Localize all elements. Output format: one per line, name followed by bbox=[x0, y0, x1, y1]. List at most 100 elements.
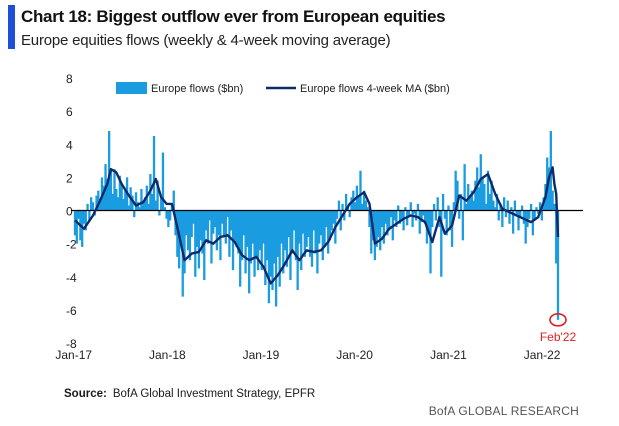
x-tick-label: Jan-21 bbox=[430, 348, 467, 362]
flow-bar bbox=[215, 210, 218, 251]
source-label: Source: bbox=[64, 388, 107, 400]
flow-bar bbox=[452, 202, 456, 211]
flow-bar bbox=[361, 203, 364, 211]
flow-bar bbox=[133, 210, 136, 218]
flow-bar bbox=[508, 210, 511, 224]
flow-bar bbox=[495, 193, 499, 211]
flow-bar bbox=[461, 210, 464, 241]
flow-bar bbox=[502, 197, 506, 211]
flow-bar bbox=[204, 210, 208, 231]
flow-bar bbox=[348, 210, 351, 218]
flow-bar bbox=[197, 210, 201, 269]
flow-bar bbox=[142, 200, 145, 211]
flow-bar bbox=[278, 210, 281, 287]
flow-bar bbox=[251, 210, 254, 244]
flow-bar bbox=[445, 210, 448, 236]
flow-bar bbox=[483, 184, 486, 211]
flow-bar bbox=[90, 197, 93, 211]
flow-bar bbox=[138, 207, 141, 211]
chart-title: Chart 18: Biggest outflow ever from Euro… bbox=[21, 7, 446, 26]
flow-bar bbox=[276, 210, 280, 257]
y-tick-label: 4 bbox=[66, 138, 73, 152]
flow-bar bbox=[154, 200, 157, 211]
flow-bar bbox=[538, 202, 542, 211]
flow-bar bbox=[519, 210, 522, 218]
y-tick-label: -8 bbox=[66, 337, 77, 351]
flow-bar bbox=[359, 170, 362, 211]
flow-bar bbox=[312, 210, 315, 231]
flow-bar bbox=[165, 210, 168, 219]
flow-bar bbox=[441, 193, 445, 211]
flow-bar bbox=[122, 198, 125, 211]
flow-bar bbox=[192, 210, 195, 224]
flow-bar bbox=[413, 210, 416, 214]
flow-bar bbox=[273, 210, 276, 264]
flow-bar bbox=[201, 210, 204, 254]
flow-bar bbox=[380, 210, 384, 228]
x-tick-label: Jan-17 bbox=[55, 348, 92, 362]
flow-bar bbox=[388, 210, 391, 231]
flow-bar bbox=[237, 210, 240, 254]
flow-bar bbox=[255, 210, 258, 257]
flow-bar bbox=[136, 202, 139, 211]
flow-bar bbox=[246, 210, 249, 247]
flow-bar bbox=[423, 210, 427, 224]
flow-bar bbox=[258, 210, 262, 251]
flow-bar bbox=[226, 210, 229, 218]
flow-bar bbox=[179, 210, 183, 244]
flow-bar bbox=[429, 210, 432, 274]
flow-bar bbox=[195, 210, 199, 247]
flow-bar bbox=[409, 202, 412, 211]
flow-bar bbox=[465, 203, 468, 211]
flow-bar bbox=[337, 200, 341, 211]
flow-bar bbox=[432, 203, 436, 211]
flow-bar bbox=[186, 210, 190, 251]
flow-bar bbox=[160, 195, 163, 211]
flow-bar bbox=[147, 203, 150, 211]
flow-bar bbox=[292, 210, 296, 231]
flow-bar bbox=[375, 210, 378, 247]
flow-bar bbox=[468, 197, 472, 211]
flow-bar bbox=[283, 210, 287, 251]
y-tick-label: 0 bbox=[66, 205, 73, 219]
flow-bar bbox=[335, 210, 339, 219]
flow-bar bbox=[213, 210, 217, 228]
flow-bar bbox=[501, 210, 504, 228]
flow-bar bbox=[393, 210, 396, 221]
flow-bar bbox=[332, 210, 335, 224]
flow-bar bbox=[497, 210, 500, 221]
flow-bar bbox=[140, 188, 143, 211]
x-tick-label: Jan-19 bbox=[243, 348, 280, 362]
flow-bar bbox=[219, 210, 222, 261]
flow-bar bbox=[529, 203, 533, 211]
flow-bar bbox=[107, 131, 111, 211]
y-tick-label: -4 bbox=[66, 271, 77, 285]
flow-bar bbox=[547, 167, 551, 211]
flow-bar bbox=[280, 210, 283, 244]
flow-bar bbox=[398, 210, 402, 224]
flow-bar bbox=[95, 195, 98, 211]
flow-bar bbox=[350, 197, 353, 211]
flow-bar bbox=[158, 210, 161, 216]
flow-bar bbox=[470, 190, 473, 211]
flow-bar bbox=[143, 197, 147, 211]
flow-bar bbox=[556, 210, 560, 320]
flow-bar bbox=[131, 195, 134, 211]
flow-bar bbox=[314, 210, 317, 254]
y-tick-label: -6 bbox=[66, 304, 77, 318]
flow-bar bbox=[106, 179, 109, 211]
flow-bar bbox=[449, 210, 452, 231]
flow-bar bbox=[262, 210, 265, 244]
flow-bar bbox=[169, 210, 172, 221]
flow-bar bbox=[274, 210, 278, 307]
flow-bar bbox=[377, 210, 380, 237]
annotation-label: Feb'22 bbox=[540, 330, 577, 344]
flow-bar bbox=[436, 197, 439, 211]
flow-bar bbox=[264, 210, 267, 286]
flow-bar bbox=[440, 210, 443, 277]
flow-bar bbox=[265, 210, 269, 261]
y-tick-label: -2 bbox=[66, 238, 77, 252]
flow-bar bbox=[102, 185, 105, 211]
flow-bar bbox=[115, 188, 118, 211]
flow-bar bbox=[510, 207, 513, 211]
